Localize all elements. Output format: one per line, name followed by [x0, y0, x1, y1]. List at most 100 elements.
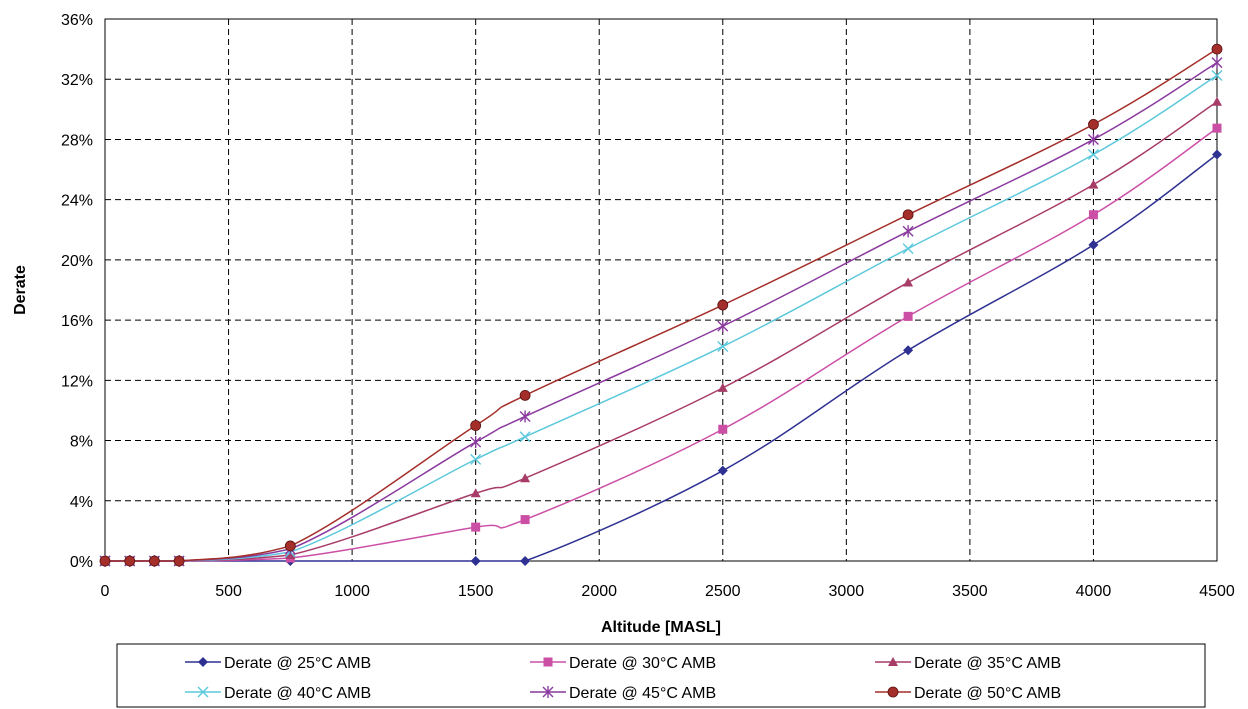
- data-point: [470, 488, 481, 498]
- legend-label: Derate @ 45°C AMB: [569, 685, 716, 702]
- y-tick-label: 28%: [61, 132, 93, 149]
- legend-item: Derate @ 40°C AMB: [185, 685, 371, 702]
- data-point: [903, 311, 913, 321]
- data-point: [470, 556, 481, 566]
- data-point: [718, 424, 728, 434]
- series-line: [105, 153, 1218, 562]
- data-point: [1087, 149, 1099, 160]
- data-point: [902, 243, 914, 255]
- legend-marker: [198, 657, 208, 667]
- series-line: [105, 101, 1218, 562]
- data-point: [470, 453, 482, 465]
- series-3: [100, 96, 1222, 565]
- data-point: [519, 410, 531, 423]
- legend-marker: [888, 657, 898, 666]
- data-point: [1088, 179, 1099, 189]
- legend-marker: [197, 686, 209, 698]
- series-5: [99, 56, 1223, 567]
- legend-label: Derate @ 35°C AMB: [914, 655, 1061, 672]
- x-tick-label: 3500: [952, 583, 988, 600]
- y-tick-label: 0%: [70, 554, 93, 571]
- x-axis-tick-labels: 0 500 1000 1500 2000 2500 3000 3500 4000 4500: [101, 583, 1235, 600]
- data-point: [519, 431, 531, 443]
- legend-item: Derate @ 35°C AMB: [875, 655, 1061, 672]
- x-tick-label: 1000: [334, 583, 370, 600]
- legend-marker: [543, 657, 553, 667]
- series-line: [105, 48, 1218, 562]
- data-point: [1088, 210, 1098, 220]
- data-point: [470, 420, 482, 431]
- legend-label: Derate @ 25°C AMB: [224, 655, 371, 672]
- data-point: [1212, 149, 1222, 160]
- data-point: [520, 556, 531, 566]
- data-point: [903, 345, 914, 356]
- legend-box: [116, 643, 1206, 708]
- legend-label: Derate @ 50°C AMB: [914, 685, 1061, 702]
- data-point: [1088, 118, 1099, 130]
- data-point: [902, 209, 914, 221]
- x-tick-label: 0: [101, 583, 110, 600]
- data-point: [902, 225, 914, 238]
- data-point: [717, 320, 729, 333]
- x-tick-label: 3000: [829, 583, 865, 600]
- data-point: [717, 465, 728, 476]
- x-tick-label: 1500: [458, 583, 494, 600]
- series-line: [105, 74, 1218, 562]
- legend-item: Derate @ 25°C AMB: [185, 655, 371, 672]
- x-tick-label: 2000: [581, 583, 617, 600]
- x-tick-label: 500: [215, 583, 242, 600]
- legend-label: Derate @ 40°C AMB: [224, 685, 371, 702]
- data-point: [717, 382, 728, 392]
- data-point: [717, 340, 729, 352]
- y-tick-label: 8%: [70, 434, 93, 451]
- data-point: [1212, 123, 1222, 133]
- series-1: [100, 149, 1222, 566]
- data-point: [173, 555, 185, 567]
- data-point: [471, 522, 481, 532]
- legend: Derate @ 25°C AMB Derate @ 30°C AMB Derate…: [185, 655, 1061, 702]
- y-tick-label: 16%: [61, 313, 93, 330]
- x-tick-label: 4000: [1076, 583, 1112, 600]
- data-point: [717, 299, 729, 311]
- data-point: [519, 389, 531, 401]
- series-2: [100, 123, 1222, 566]
- series-lines: [99, 43, 1223, 567]
- x-tick-label: 2500: [705, 583, 741, 600]
- y-axis-tick-labels: 0% 4% 8% 12% 16% 20% 24% 28% 32% 36%: [61, 12, 93, 571]
- data-point: [1212, 96, 1222, 106]
- gridlines: [105, 19, 1217, 561]
- y-tick-label: 20%: [61, 253, 93, 270]
- data-point: [520, 473, 531, 483]
- legend-item: Derate @ 30°C AMB: [530, 655, 716, 672]
- y-axis-title: Derate: [12, 265, 29, 315]
- y-tick-label: 4%: [70, 494, 93, 511]
- data-point: [284, 540, 296, 552]
- y-tick-label: 24%: [61, 193, 93, 210]
- legend-label: Derate @ 30°C AMB: [569, 655, 716, 672]
- data-point: [470, 436, 482, 449]
- plot-area-border: [104, 18, 1218, 562]
- data-point: [99, 555, 111, 567]
- legend-marker: [887, 686, 899, 698]
- data-point: [1087, 133, 1099, 146]
- data-point: [903, 277, 914, 287]
- legend-marker: [542, 686, 554, 698]
- series-line: [105, 127, 1218, 562]
- legend-item: Derate @ 45°C AMB: [530, 685, 716, 702]
- data-point: [1211, 69, 1223, 81]
- data-point: [1211, 56, 1223, 69]
- data-point: [1088, 239, 1099, 250]
- y-tick-label: 12%: [61, 373, 93, 390]
- y-tick-label: 32%: [61, 72, 93, 89]
- data-point: [149, 555, 160, 567]
- data-point: [1211, 43, 1223, 55]
- series-line: [105, 62, 1218, 562]
- legend-item: Derate @ 50°C AMB: [875, 685, 1061, 702]
- data-point: [520, 515, 530, 525]
- series-6: [99, 43, 1223, 567]
- data-point: [124, 555, 136, 567]
- x-tick-label: 4500: [1199, 583, 1235, 600]
- y-tick-label: 36%: [61, 12, 93, 29]
- x-axis-title: Altitude [MASL]: [601, 619, 721, 636]
